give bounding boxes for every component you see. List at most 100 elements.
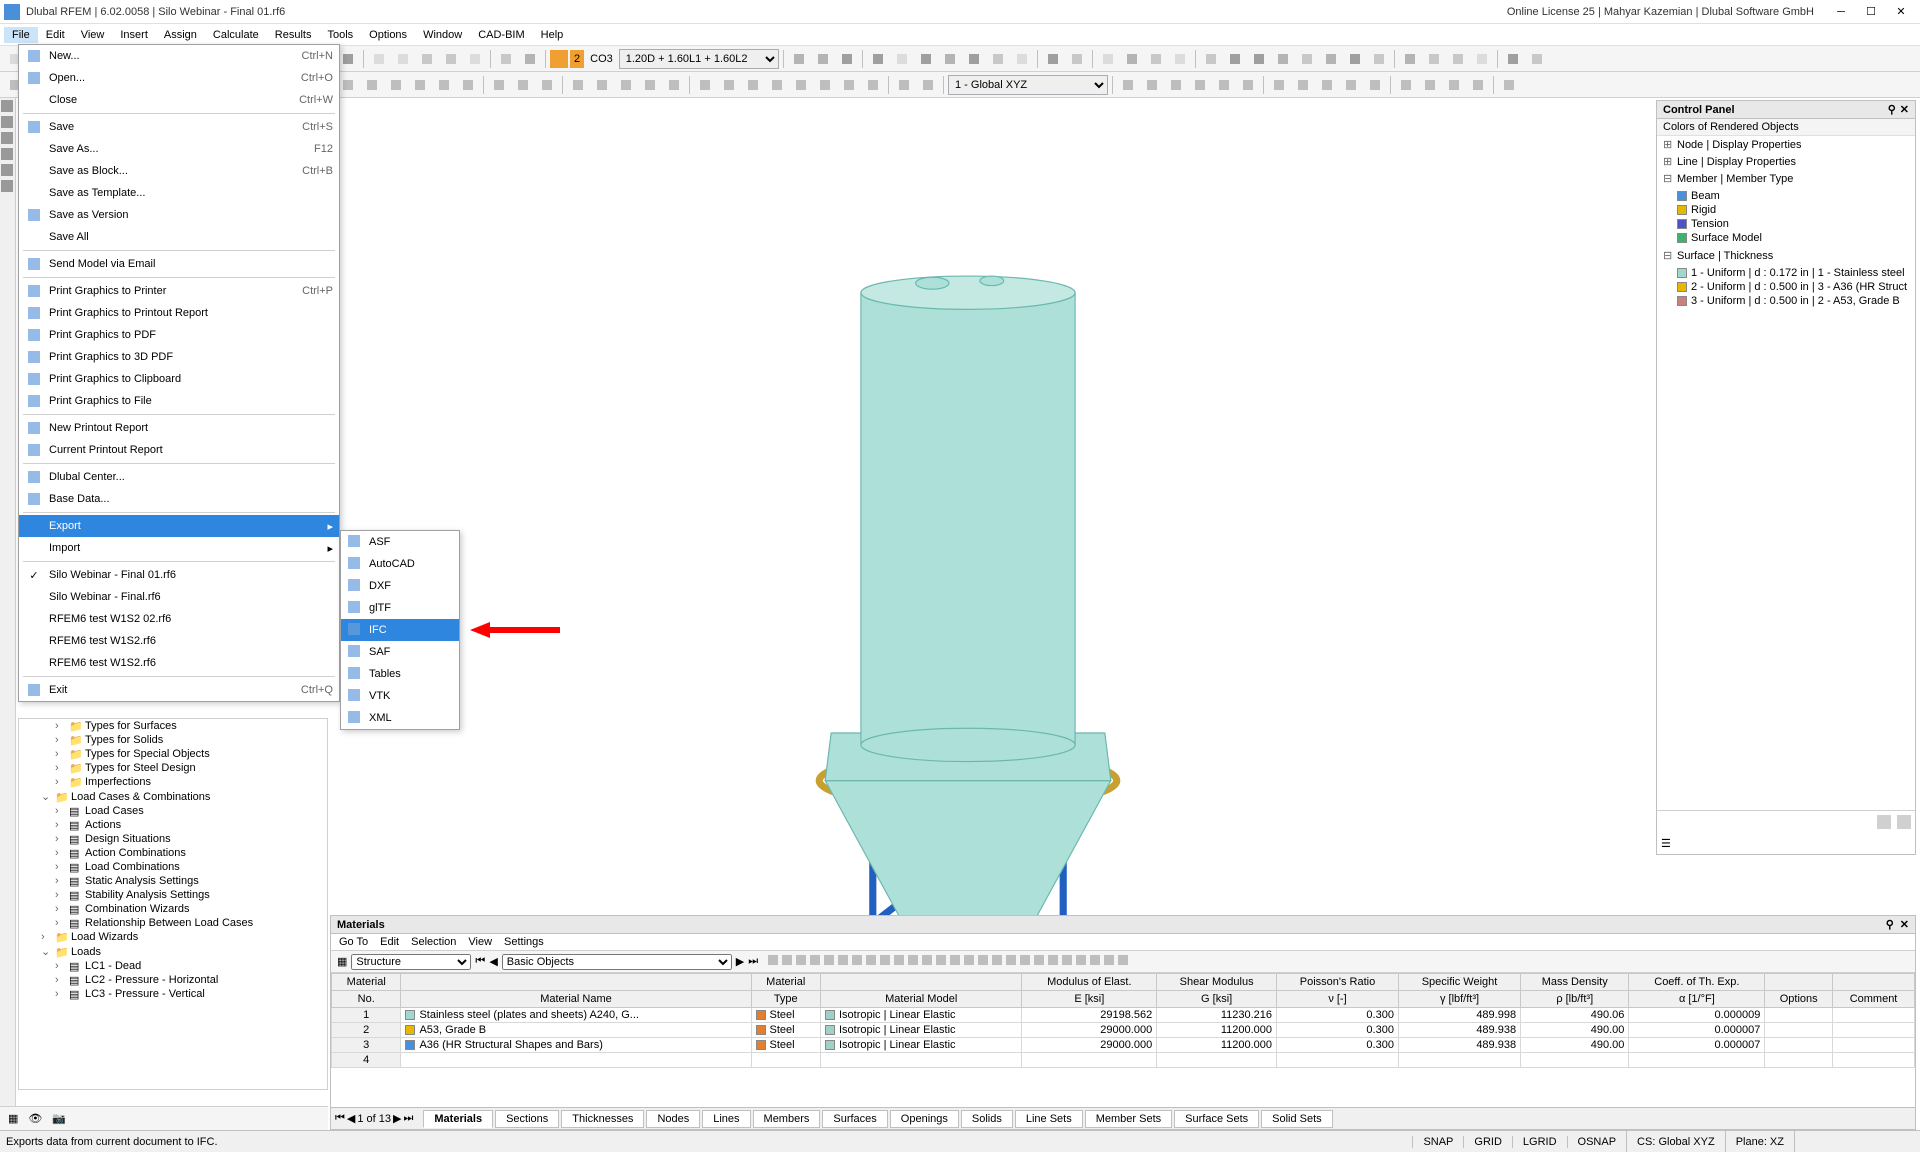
export-dxf[interactable]: DXF — [341, 575, 459, 597]
tree-item[interactable]: ›▤Action Combinations — [19, 846, 327, 860]
mat-tool-4-icon[interactable] — [822, 958, 836, 970]
materials-table[interactable]: MaterialMaterialModulus of Elast.Shear M… — [331, 973, 1915, 1068]
mat-menu-settings[interactable]: Settings — [504, 936, 544, 948]
export-autocad[interactable]: AutoCAD — [341, 553, 459, 575]
tb-calc3-icon[interactable] — [416, 48, 438, 70]
tb-d2-icon[interactable] — [1423, 48, 1445, 70]
mat-tool-23-icon[interactable] — [1088, 958, 1102, 970]
tab-lines[interactable]: Lines — [702, 1110, 750, 1128]
tb-flag-icon[interactable] — [836, 48, 858, 70]
tb-t4-icon[interactable] — [939, 48, 961, 70]
menu-assign[interactable]: Assign — [156, 27, 205, 43]
mat-tool-0-icon[interactable] — [766, 958, 780, 970]
material-row[interactable]: 4 — [332, 1053, 1915, 1068]
mat-tool-8-icon[interactable] — [878, 958, 892, 970]
tb-s2-icon[interactable] — [1121, 48, 1143, 70]
tree-item[interactable]: ›▤Load Combinations — [19, 860, 327, 874]
menu-window[interactable]: Window — [415, 27, 470, 43]
tb2-e3-icon[interactable] — [536, 74, 558, 96]
close-button[interactable]: ✕ — [1886, 0, 1916, 24]
panel-tool-1-icon[interactable] — [1877, 815, 1891, 829]
view-tab-icon[interactable]: 👁 — [28, 1112, 42, 1125]
tb2-i3-icon[interactable] — [1165, 74, 1187, 96]
file-menu-export[interactable]: Export▸ — [19, 515, 339, 537]
export-xml[interactable]: XML — [341, 707, 459, 729]
tree-item[interactable]: ›📁Types for Surfaces — [19, 719, 327, 733]
file-menu-rfem6-test-w1s2-02-rf6[interactable]: RFEM6 test W1S2 02.rf6 — [19, 608, 339, 630]
tab-next-icon[interactable]: ▶ — [393, 1112, 401, 1125]
panel-tool-2-icon[interactable] — [1897, 815, 1911, 829]
tb-calc4-icon[interactable] — [440, 48, 462, 70]
tb2-h1-icon[interactable] — [893, 74, 915, 96]
tb-d1-icon[interactable] — [1399, 48, 1421, 70]
mat-tool-19-icon[interactable] — [1032, 958, 1046, 970]
leftbar-btn-4[interactable] — [1, 164, 15, 178]
global-cs-select[interactable]: 1 - Global XYZ — [948, 75, 1108, 95]
export-tables[interactable]: Tables — [341, 663, 459, 685]
leftbar-btn-3[interactable] — [1, 148, 15, 162]
tb2-g5-icon[interactable] — [790, 74, 812, 96]
tab-solid-sets[interactable]: Solid Sets — [1261, 1110, 1333, 1128]
nav-first-icon[interactable]: ⏮ — [475, 955, 485, 968]
leftbar-btn-0[interactable] — [1, 100, 15, 114]
tb2-d4-icon[interactable] — [337, 74, 359, 96]
file-menu-silo-webinar-final-01-rf6[interactable]: ✓Silo Webinar - Final 01.rf6 — [19, 564, 339, 586]
tab-solids[interactable]: Solids — [961, 1110, 1013, 1128]
tree-item[interactable]: ›📁Types for Steel Design — [19, 761, 327, 775]
panel-group[interactable]: ⊞Line | Display Properties — [1657, 153, 1915, 170]
panel-close-icon[interactable]: ✕ — [1900, 103, 1909, 116]
tb-s1-icon[interactable] — [1097, 48, 1119, 70]
mat-menu-selection[interactable]: Selection — [411, 936, 456, 948]
tb-t5-icon[interactable] — [963, 48, 985, 70]
tb-calc1-icon[interactable] — [368, 48, 390, 70]
mat-tool-13-icon[interactable] — [948, 958, 962, 970]
status-lgrid[interactable]: LGRID — [1512, 1136, 1567, 1148]
tb2-f5-icon[interactable] — [663, 74, 685, 96]
material-row[interactable]: 3A36 (HR Structural Shapes and Bars)Stee… — [332, 1038, 1915, 1053]
mat-menu-view[interactable]: View — [468, 936, 492, 948]
file-menu-print-graphics-to-clipboard[interactable]: Print Graphics to Clipboard — [19, 368, 339, 390]
menu-calculate[interactable]: Calculate — [205, 27, 267, 43]
file-menu-print-graphics-to-printout-report[interactable]: Print Graphics to Printout Report — [19, 302, 339, 324]
tree-item[interactable]: ›▤Relationship Between Load Cases — [19, 916, 327, 930]
tb-t1-icon[interactable] — [867, 48, 889, 70]
tree-item[interactable]: ⌄📁Loads — [19, 944, 327, 959]
file-menu-save[interactable]: SaveCtrl+S — [19, 116, 339, 138]
export-ifc[interactable]: IFC — [341, 619, 459, 641]
tb-p4-icon[interactable] — [1272, 48, 1294, 70]
tab-nodes[interactable]: Nodes — [646, 1110, 700, 1128]
status-grid[interactable]: GRID — [1463, 1136, 1512, 1148]
file-menu-import[interactable]: Import▸ — [19, 537, 339, 559]
basic-objects-select[interactable]: Basic Objects — [502, 954, 732, 970]
tab-sections[interactable]: Sections — [495, 1110, 559, 1128]
nav-last-icon[interactable]: ⏭ — [748, 955, 758, 968]
panel-group[interactable]: ⊟Surface | Thickness — [1657, 247, 1915, 264]
tb2-f4-icon[interactable] — [639, 74, 661, 96]
file-menu-dlubal-center[interactable]: Dlubal Center... — [19, 466, 339, 488]
file-menu-print-graphics-to-pdf[interactable]: Print Graphics to PDF — [19, 324, 339, 346]
file-menu-save-as-template[interactable]: Save as Template... — [19, 182, 339, 204]
tb-d4-icon[interactable] — [1471, 48, 1493, 70]
file-menu-open[interactable]: Open...Ctrl+O — [19, 67, 339, 89]
mat-tool-15-icon[interactable] — [976, 958, 990, 970]
tb2-g4-icon[interactable] — [766, 74, 788, 96]
mat-tool-3-icon[interactable] — [808, 958, 822, 970]
mat-tool-25-icon[interactable] — [1116, 958, 1130, 970]
tab-first-icon[interactable]: ⏮ — [335, 1112, 345, 1125]
tb-nav-l-icon[interactable] — [788, 48, 810, 70]
menu-options[interactable]: Options — [361, 27, 415, 43]
mat-tool-22-icon[interactable] — [1074, 958, 1088, 970]
tb2-h2-icon[interactable] — [917, 74, 939, 96]
tab-prev-icon[interactable]: ◀ — [347, 1112, 355, 1125]
file-menu-save-as-block[interactable]: Save as Block...Ctrl+B — [19, 160, 339, 182]
tab-thicknesses[interactable]: Thicknesses — [561, 1110, 644, 1128]
mat-tool-17-icon[interactable] — [1004, 958, 1018, 970]
tb-calc5-icon[interactable] — [464, 48, 486, 70]
tb2-g3-icon[interactable] — [742, 74, 764, 96]
tb2-k2-icon[interactable] — [1419, 74, 1441, 96]
tab-openings[interactable]: Openings — [890, 1110, 959, 1128]
file-menu-save-as-version[interactable]: Save as Version — [19, 204, 339, 226]
panel-pin-icon[interactable]: ⚲ — [1886, 918, 1894, 931]
tb2-i6-icon[interactable] — [1237, 74, 1259, 96]
file-menu-send-model-via-email[interactable]: Send Model via Email — [19, 253, 339, 275]
